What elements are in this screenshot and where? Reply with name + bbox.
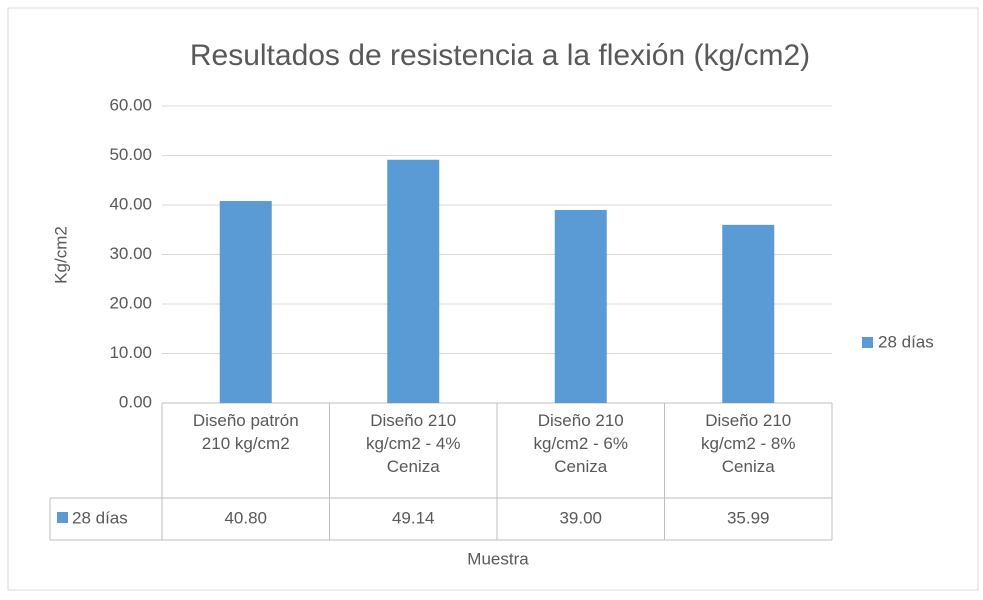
x-tick-label: Diseño patrón 210 kg/cm2 <box>192 411 299 453</box>
x-tick-label: Diseño 210 kg/cm2 - 8% Ceniza <box>701 411 796 476</box>
y-tick-label: 20.00 <box>109 293 152 312</box>
x-tick-label-box: Diseño patrón 210 kg/cm2 <box>192 411 299 453</box>
table-value: 39.00 <box>559 508 602 527</box>
table-value: 40.80 <box>224 508 267 527</box>
bar <box>387 159 440 403</box>
x-tick-label: Diseño 210 kg/cm2 - 4% Ceniza <box>366 411 461 476</box>
y-axis-label: Kg/cm2 <box>51 226 70 284</box>
x-tick-label: Diseño 210 kg/cm2 - 6% Ceniza <box>533 411 628 476</box>
bar <box>219 201 272 403</box>
chart-title: Resultados de resistencia a la flexión (… <box>190 39 810 72</box>
bar <box>722 224 775 403</box>
x-axis-label: Muestra <box>467 549 529 568</box>
y-tick-label: 10.00 <box>109 343 152 362</box>
table-series-name: 28 días <box>72 508 128 527</box>
legend-label: 28 días <box>878 332 934 351</box>
table-legend-key <box>57 512 68 523</box>
table-value: 49.14 <box>392 508 435 527</box>
table-value: 35.99 <box>727 508 770 527</box>
bar <box>554 209 607 403</box>
x-tick-label-box: Diseño 210 kg/cm2 - 6% Ceniza <box>533 411 628 476</box>
chart-border <box>7 7 979 591</box>
x-tick-label-box: Diseño 210 kg/cm2 - 4% Ceniza <box>366 411 461 476</box>
y-tick-label: 40.00 <box>109 194 152 213</box>
y-tick-label: 50.00 <box>109 145 152 164</box>
y-tick-label: 60.00 <box>109 95 152 114</box>
y-tick-label: 30.00 <box>109 244 152 263</box>
x-tick-label-box: Diseño 210 kg/cm2 - 8% Ceniza <box>701 411 796 476</box>
legend-key <box>862 337 873 348</box>
y-tick-label: 0.00 <box>119 392 152 411</box>
